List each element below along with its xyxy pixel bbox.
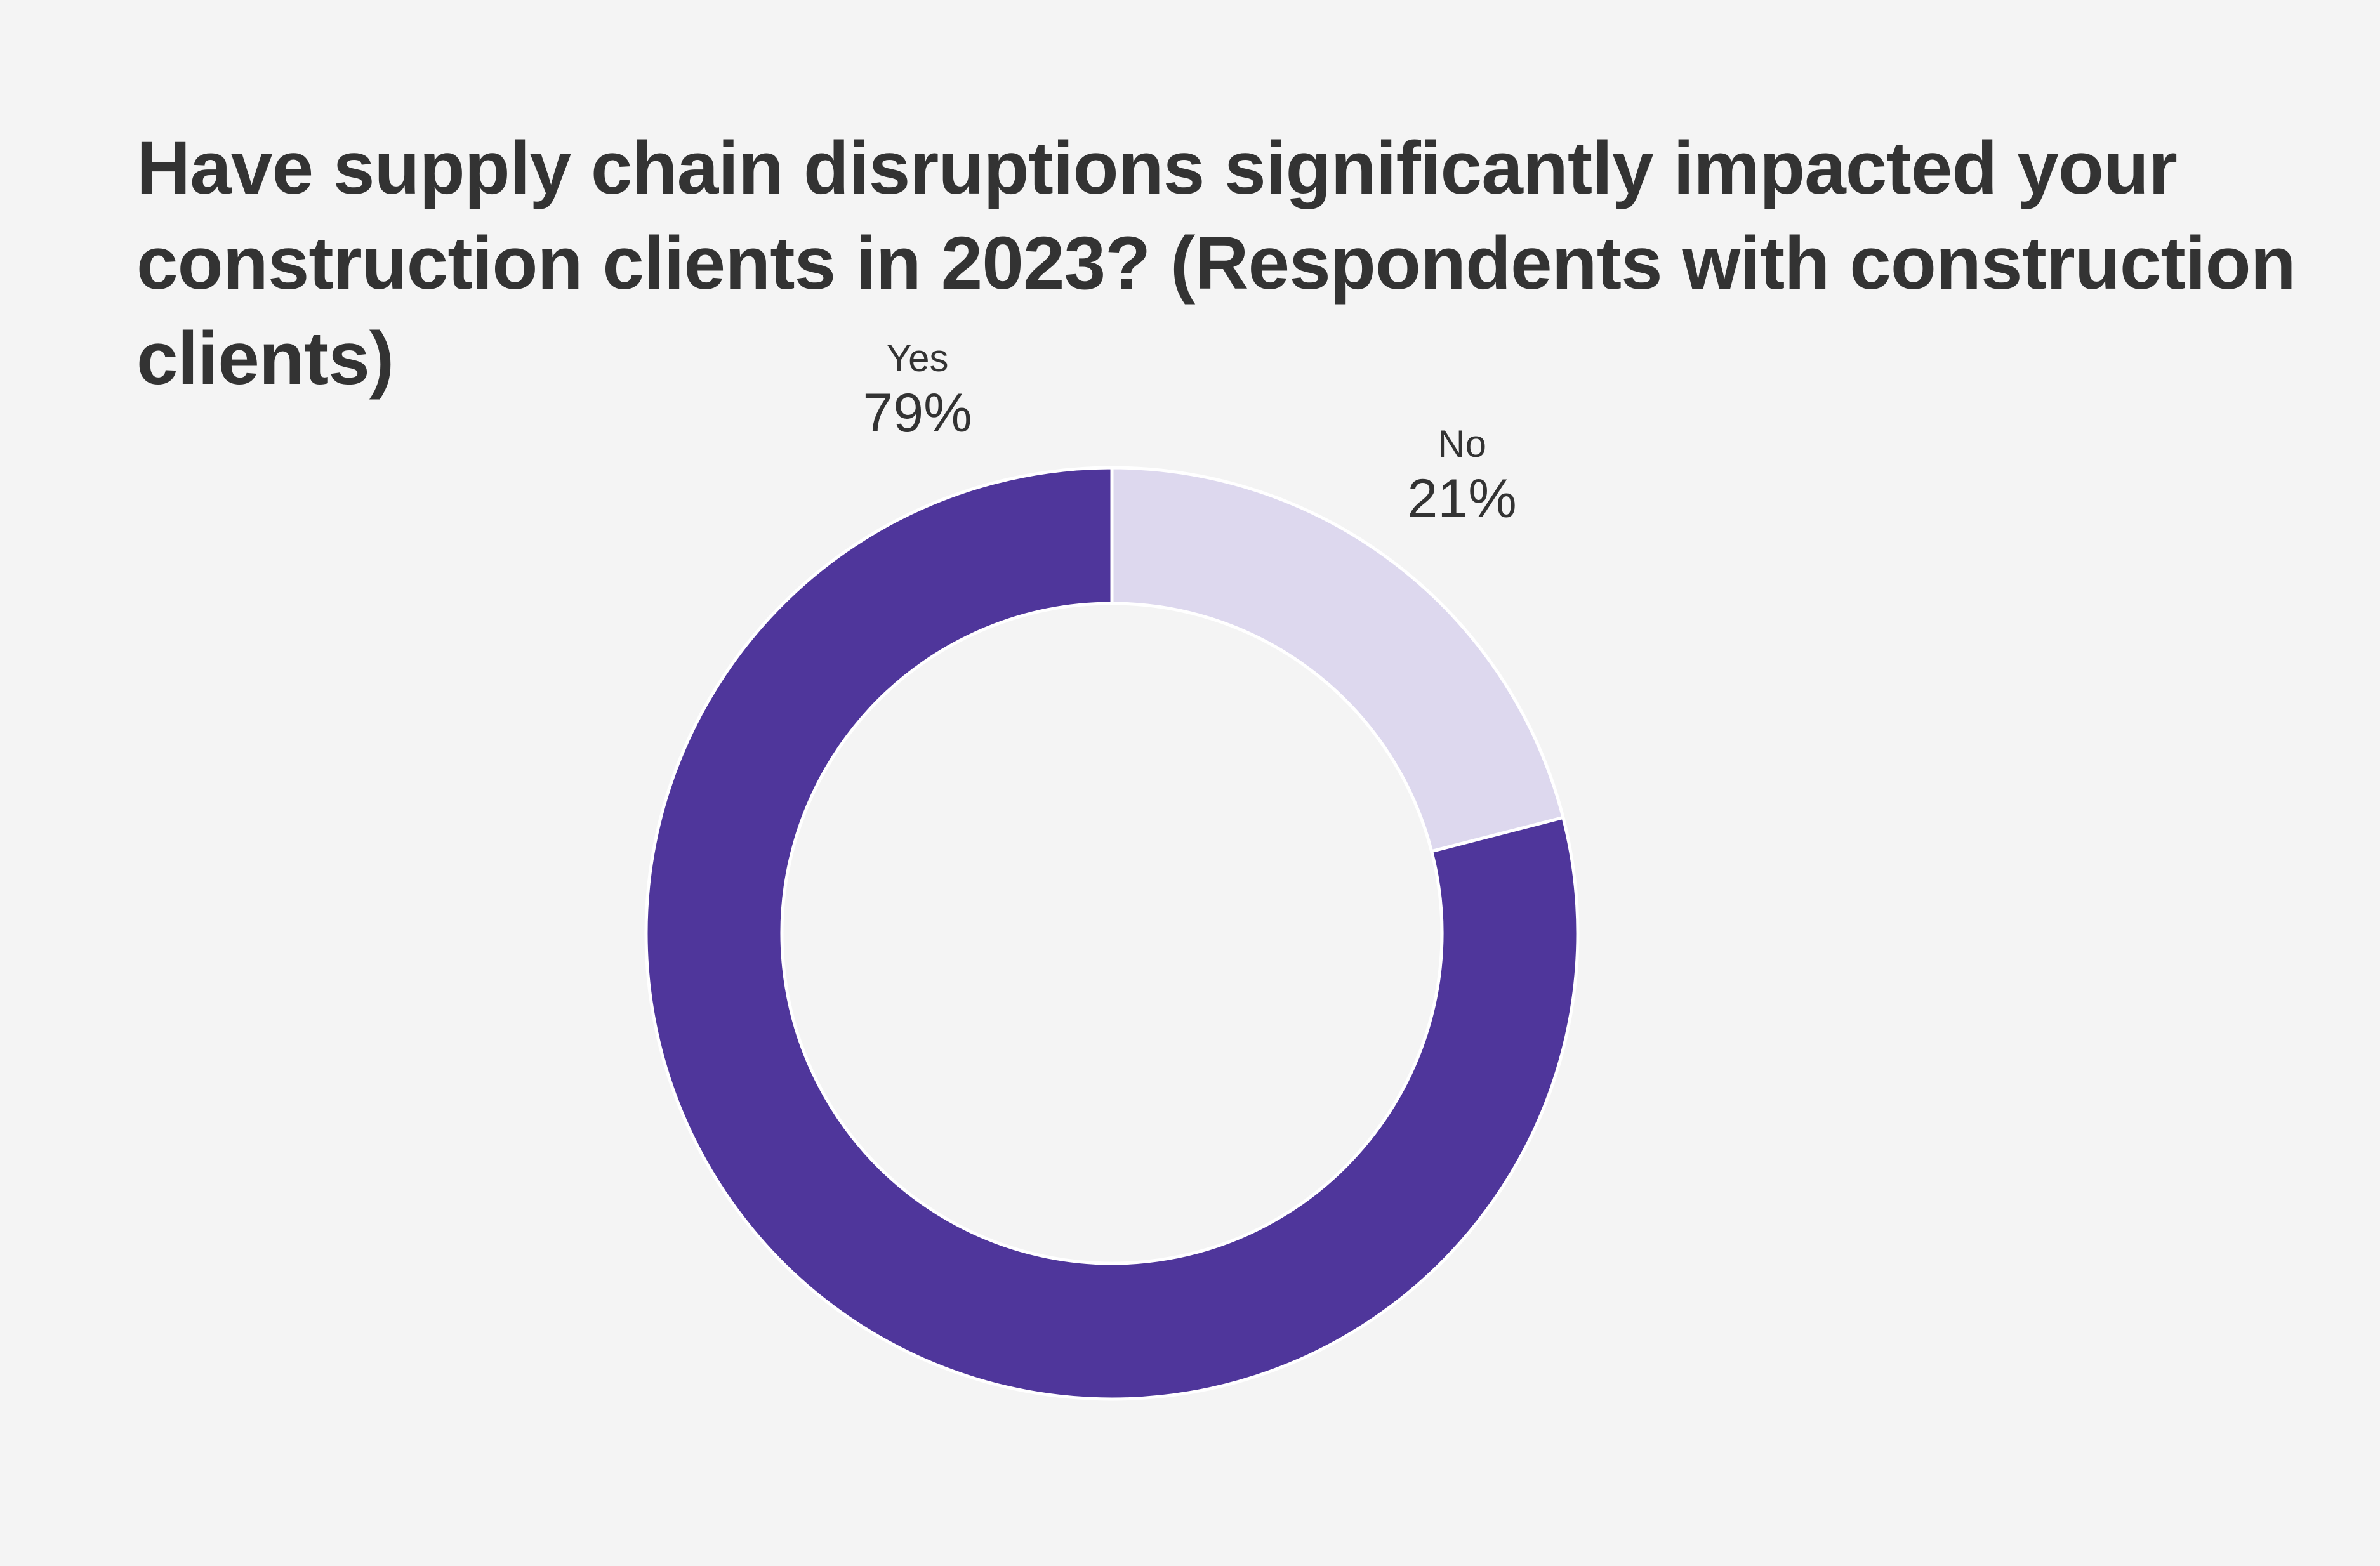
donut-slices	[644, 466, 1580, 1401]
slice-no	[1110, 466, 1565, 853]
chart-title: Have supply chain disruptions significan…	[136, 126, 2296, 400]
slice-yes	[644, 466, 1580, 1401]
slice-value-yes: 79%	[863, 383, 972, 444]
slice-value-no: 21%	[1408, 468, 1517, 529]
slice-label-no: No	[1438, 423, 1486, 465]
slice-label-yes: Yes	[887, 337, 949, 379]
